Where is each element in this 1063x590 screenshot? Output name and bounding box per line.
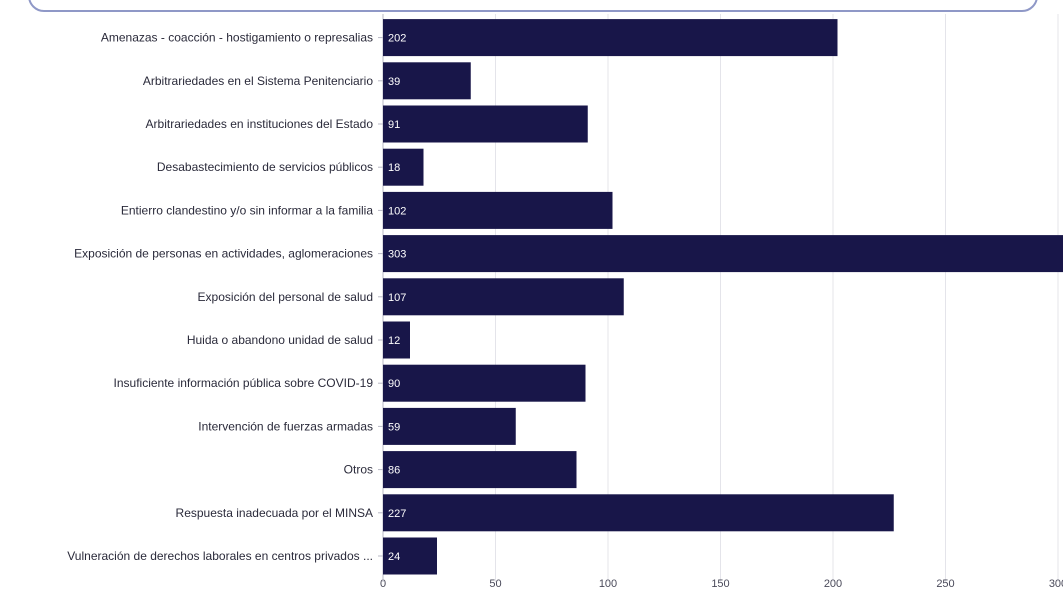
bar	[383, 19, 838, 57]
category-label: Amenazas - coacción - hostigamiento o re…	[101, 31, 373, 45]
category-label: Huida o abandono unidad de salud	[187, 333, 373, 347]
category-label: Intervención de fuerzas armadas	[198, 419, 373, 433]
bar	[383, 278, 624, 316]
bar-value-label: 227	[388, 508, 406, 520]
bar-value-label: 102	[388, 205, 406, 217]
bar	[383, 451, 577, 489]
bar-value-label: 303	[388, 249, 406, 261]
category-label: Exposición de personas en actividades, a…	[74, 247, 373, 261]
bar-value-label: 86	[388, 465, 400, 477]
bar	[383, 191, 613, 229]
category-label: Respuesta inadecuada por el MINSA	[176, 506, 373, 520]
bar-value-label: 91	[388, 119, 400, 131]
bar	[383, 62, 471, 100]
bar-value-label: 90	[388, 378, 400, 390]
bar-value-label: 12	[388, 335, 400, 347]
category-label: Entierro clandestino y/o sin informar a …	[121, 203, 373, 217]
bar-value-label: 18	[388, 162, 400, 174]
category-label: Arbitrariedades en el Sistema Penitencia…	[143, 74, 373, 88]
x-tick-label: 50	[489, 578, 501, 590]
category-label: Otros	[344, 463, 373, 477]
bar	[383, 235, 1063, 273]
x-tick-label: 0	[380, 578, 386, 590]
category-label: Vulneración de derechos laborales en cen…	[67, 549, 373, 563]
category-label: Exposición del personal de salud	[198, 290, 373, 304]
bar	[383, 105, 588, 143]
bar	[383, 364, 586, 402]
x-tick-label: 250	[936, 578, 954, 590]
bar	[383, 537, 437, 575]
bar-value-label: 59	[388, 421, 400, 433]
x-tick-label: 300	[1049, 578, 1063, 590]
x-tick-label: 100	[599, 578, 617, 590]
bar	[383, 321, 410, 359]
bar-value-label: 202	[388, 33, 406, 45]
bar	[383, 407, 516, 445]
x-tick-label: 150	[711, 578, 729, 590]
category-label: Insuficiente información pública sobre C…	[114, 376, 374, 390]
bar-value-label: 39	[388, 76, 400, 88]
bar-value-label: 24	[388, 551, 400, 563]
category-label: Desabastecimiento de servicios públicos	[157, 160, 373, 174]
x-tick-label: 200	[824, 578, 842, 590]
bar	[383, 494, 894, 532]
bar	[383, 148, 424, 186]
category-label: Arbitrariedades en instituciones del Est…	[146, 117, 374, 131]
bar-value-label: 107	[388, 292, 406, 304]
